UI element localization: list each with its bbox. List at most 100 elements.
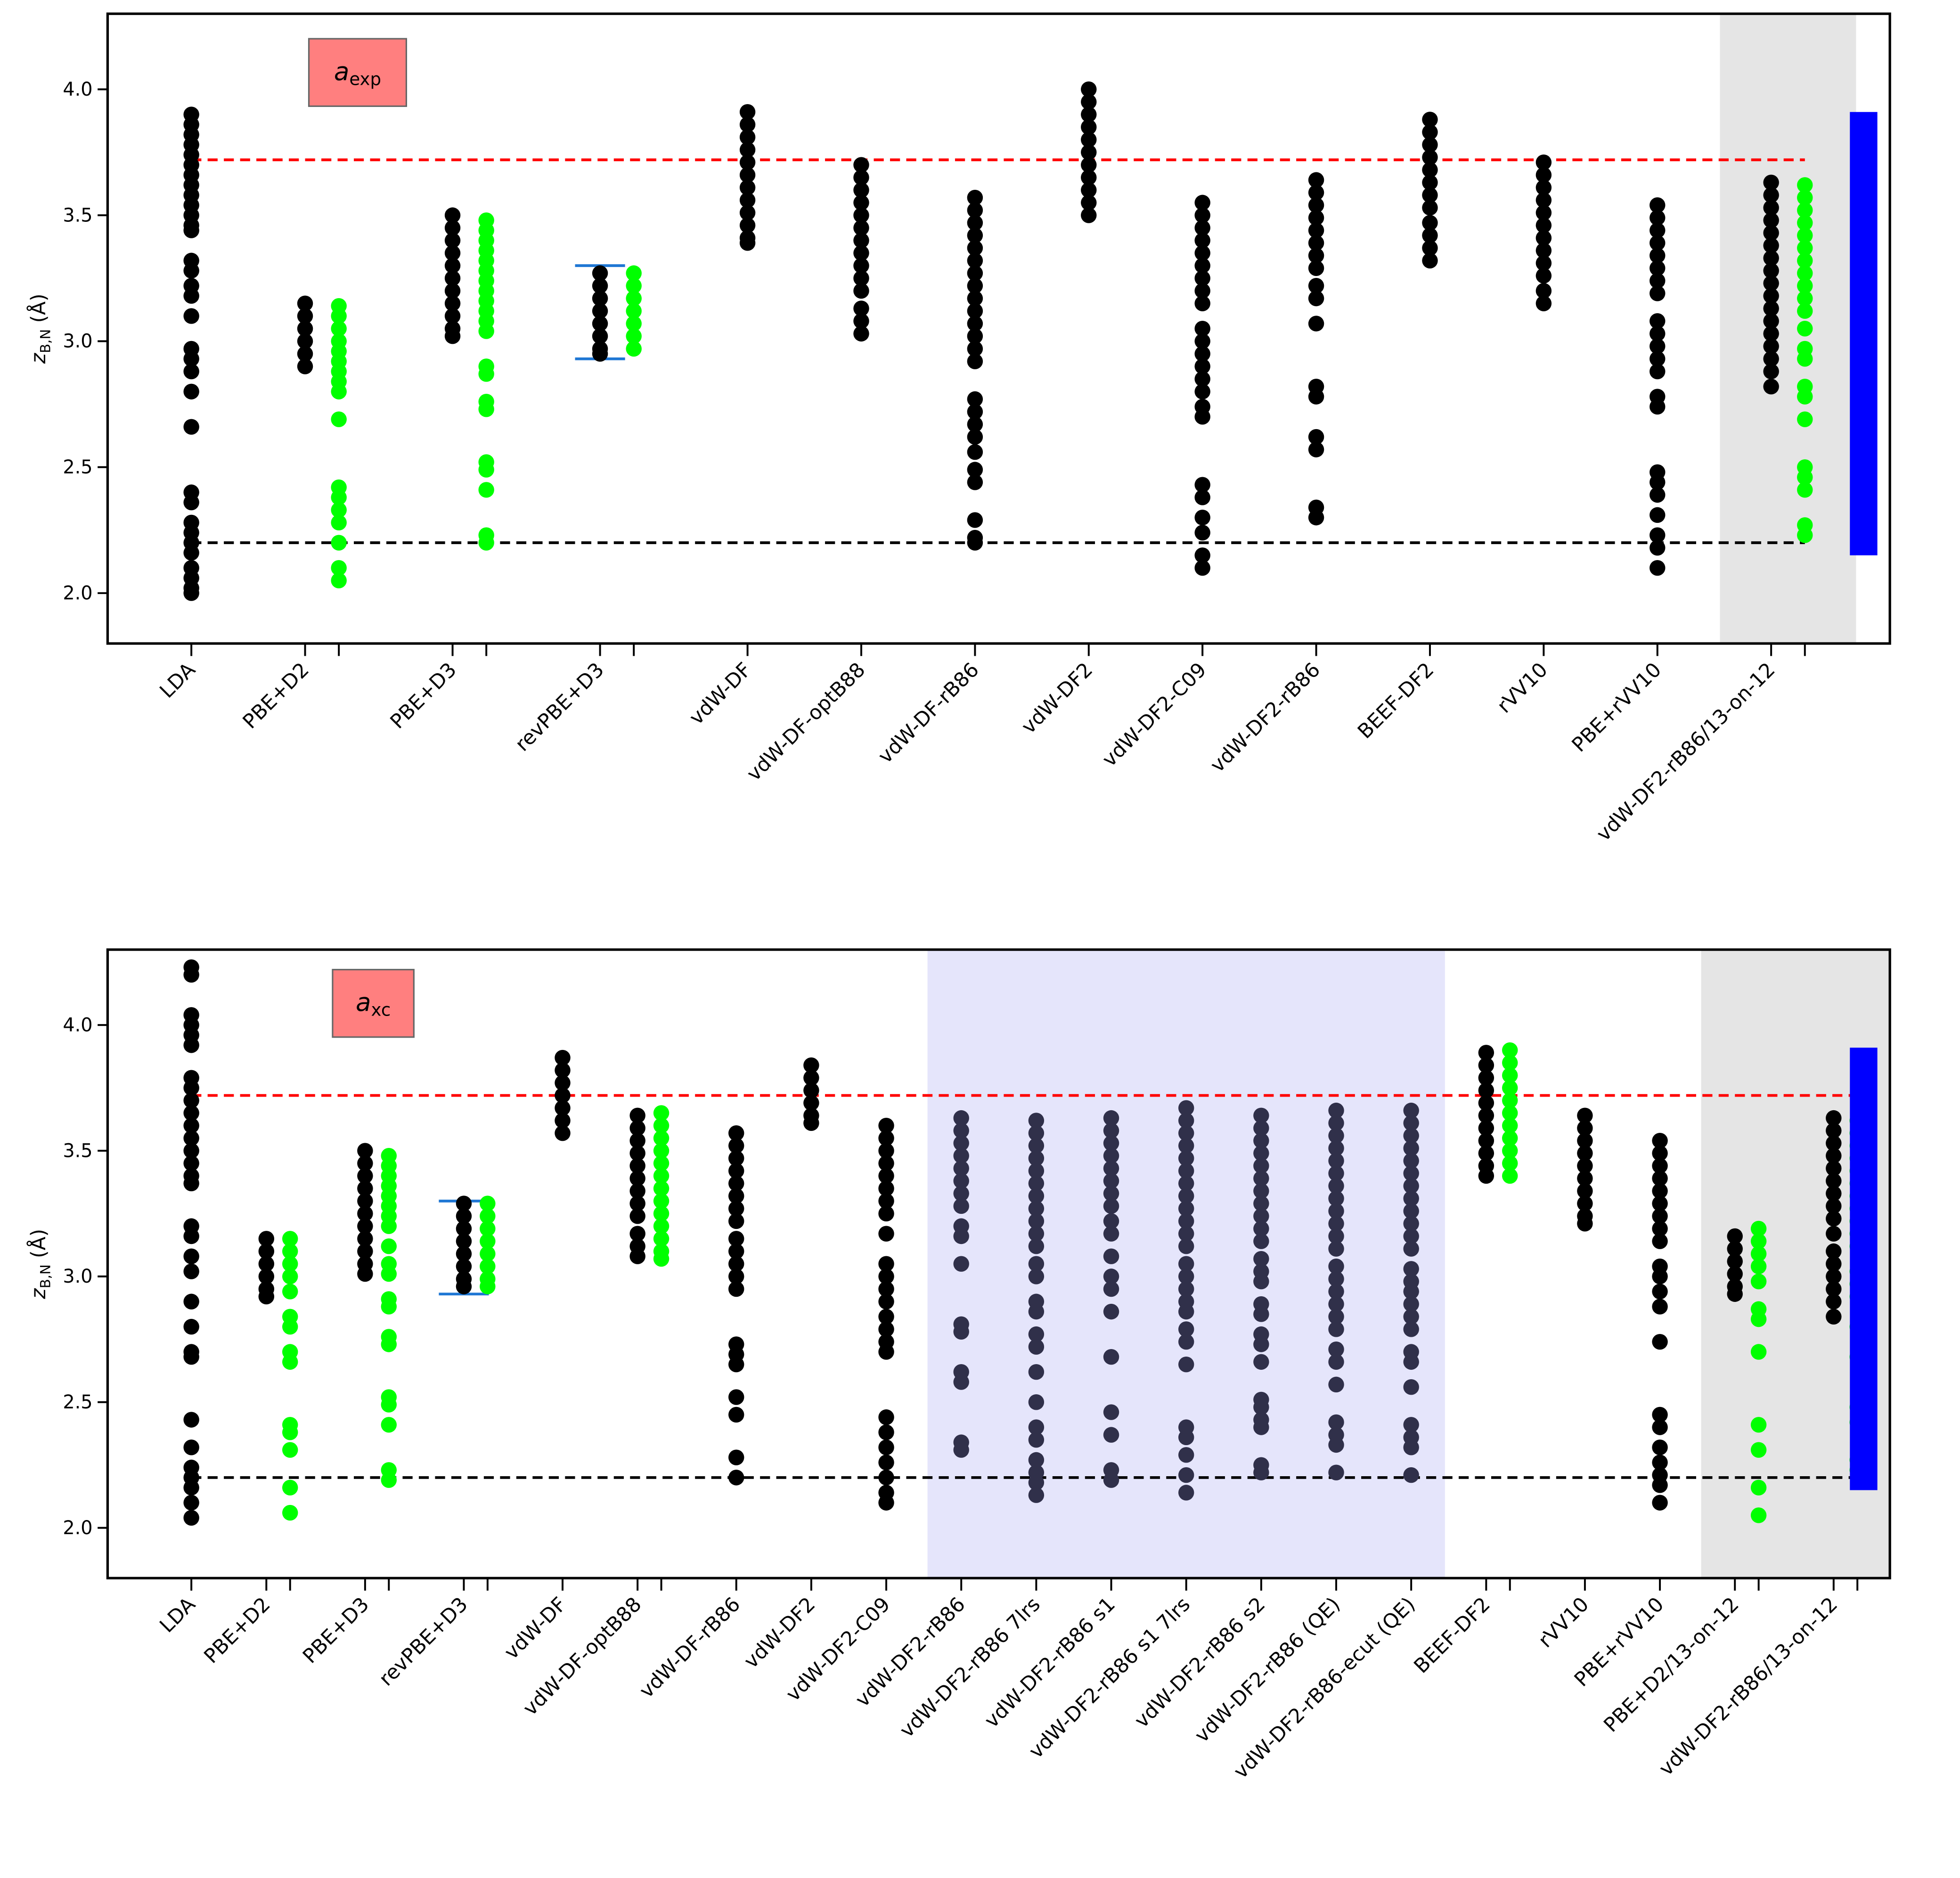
x-tick-label: BEEF-DF2 — [1410, 1593, 1495, 1678]
data-point — [1178, 1356, 1194, 1373]
data-point — [803, 1115, 819, 1131]
data-point — [1797, 215, 1813, 231]
data-point — [183, 288, 199, 304]
data-point — [1194, 270, 1210, 286]
data-point — [381, 1266, 397, 1282]
data-point — [1308, 441, 1324, 458]
data-point — [1763, 225, 1779, 241]
x-tick-label: vdW-DF2-C09 — [1098, 659, 1211, 772]
data-point — [1194, 371, 1210, 387]
data-point — [1403, 1228, 1419, 1244]
data-point — [478, 462, 494, 478]
data-point — [1403, 1241, 1419, 1257]
data-point — [1328, 1241, 1344, 1257]
data-point — [1328, 1309, 1344, 1325]
data-point — [282, 1231, 298, 1247]
data-point — [1652, 1284, 1668, 1300]
data-point — [1308, 185, 1324, 201]
x-tick-label: vdW-DF-rB86 — [874, 659, 984, 768]
data-point — [478, 482, 494, 498]
data-point — [381, 1472, 397, 1488]
data-point — [629, 1195, 645, 1211]
data-point — [853, 232, 869, 249]
data-point — [183, 262, 199, 279]
data-point — [1103, 1472, 1119, 1488]
data-point — [1650, 247, 1666, 264]
data-point — [331, 502, 347, 518]
data-point — [1328, 1284, 1344, 1300]
data-point — [478, 401, 494, 417]
data-point — [953, 1122, 969, 1139]
data-point — [1028, 1256, 1045, 1272]
data-point — [555, 1075, 571, 1091]
x-tick-label: vdW-DF2 — [740, 1593, 820, 1673]
data-point — [853, 245, 869, 261]
data-point — [592, 278, 608, 294]
data-point — [953, 1160, 969, 1177]
data-point — [1028, 1339, 1045, 1355]
data-point — [1178, 1321, 1194, 1337]
data-point — [878, 1470, 894, 1486]
data-point — [1253, 1132, 1269, 1149]
x-tick-label: vdW-DF2-rB86 — [1206, 659, 1325, 777]
data-point — [1826, 1160, 1842, 1177]
data-point — [1652, 1183, 1668, 1199]
data-point — [1797, 252, 1813, 268]
data-point — [1103, 1110, 1119, 1126]
data-point — [1081, 131, 1097, 148]
data-point — [258, 1231, 275, 1247]
data-point — [1328, 1354, 1344, 1370]
data-point — [1535, 154, 1552, 171]
data-point — [728, 1125, 744, 1141]
data-point — [282, 1354, 298, 1370]
x-tick-label: vdW-DF — [685, 659, 756, 730]
x-tick-label: vdW-DF2 — [1017, 659, 1097, 739]
data-point — [1422, 174, 1438, 191]
data-point — [653, 1143, 670, 1159]
data-point — [183, 1480, 199, 1496]
data-point — [1535, 295, 1552, 311]
data-point — [1308, 222, 1324, 238]
data-point — [1253, 1354, 1269, 1370]
x-tick-label: revPBE+D3 — [511, 659, 609, 756]
data-point — [953, 1110, 969, 1126]
data-point — [1826, 1268, 1842, 1285]
data-point — [878, 1117, 894, 1134]
data-point — [1650, 260, 1666, 276]
data-point — [444, 283, 461, 299]
data-point — [1750, 1442, 1767, 1458]
x-tick-label: LDA — [155, 1593, 200, 1637]
data-point — [1081, 195, 1097, 211]
data-point — [1826, 1309, 1842, 1325]
data-point — [1194, 409, 1210, 425]
data-point — [1308, 235, 1324, 251]
data-point — [967, 429, 983, 445]
data-point — [282, 1424, 298, 1440]
data-point — [878, 1424, 894, 1440]
data-point — [1535, 217, 1552, 234]
data-point — [357, 1205, 373, 1222]
data-point — [1763, 288, 1779, 304]
data-point — [1652, 1268, 1668, 1285]
data-point — [728, 1231, 744, 1247]
data-point — [1308, 429, 1324, 445]
data-point — [1253, 1251, 1269, 1267]
data-point — [1502, 1155, 1518, 1171]
data-point — [739, 179, 756, 195]
data-point — [1178, 1485, 1194, 1501]
data-point — [381, 1417, 397, 1433]
data-point — [1826, 1198, 1842, 1214]
data-point — [1028, 1394, 1045, 1410]
data-point — [1650, 560, 1666, 576]
data-point — [853, 270, 869, 286]
data-point — [183, 1092, 199, 1108]
x-tick-label: vdW-DF2-rB86/13-on-12 — [1655, 1593, 1842, 1780]
data-point — [1652, 1406, 1668, 1423]
data-point — [1403, 1417, 1419, 1433]
data-point — [1650, 363, 1666, 380]
data-point — [1178, 1175, 1194, 1192]
data-point — [853, 207, 869, 223]
data-point — [1178, 1113, 1194, 1129]
data-point — [1502, 1168, 1518, 1184]
data-point — [1403, 1203, 1419, 1219]
